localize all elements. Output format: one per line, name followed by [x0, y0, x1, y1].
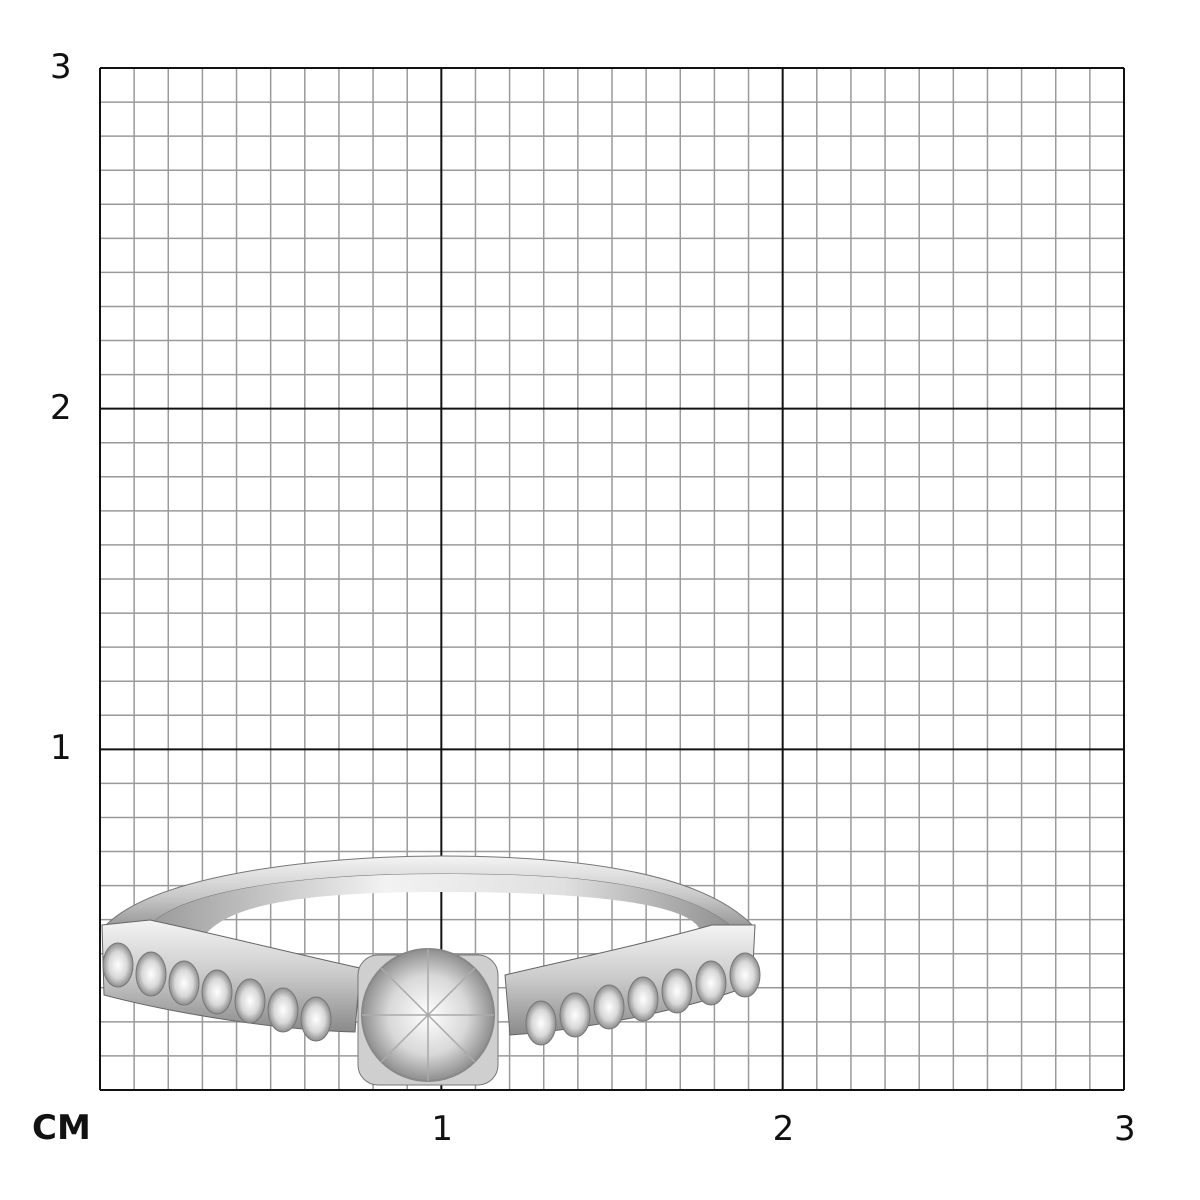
- center-stone-facets: [362, 949, 494, 1081]
- side-stone-right: [661, 968, 693, 1014]
- side-stone-left: [102, 942, 134, 988]
- side-stone-left: [135, 951, 167, 997]
- side-stone-right: [729, 952, 761, 998]
- side-stone-right: [593, 984, 625, 1030]
- y-axis-label: 1: [50, 728, 72, 769]
- side-stone-right: [559, 992, 591, 1038]
- side-stone-right: [695, 960, 727, 1006]
- side-stone-left: [300, 996, 332, 1042]
- side-stone-left: [234, 978, 266, 1024]
- side-stone-right: [525, 1000, 557, 1046]
- x-axis-label: 1: [431, 1109, 453, 1149]
- unit-label: CM: [32, 1108, 91, 1148]
- side-stone-left: [201, 969, 233, 1015]
- side-stone-left: [267, 987, 299, 1033]
- y-axis-label: 3: [50, 47, 72, 87]
- x-axis-label: 2: [772, 1109, 795, 1149]
- side-stone-right: [627, 976, 659, 1022]
- y-axis-label: 2: [50, 387, 72, 428]
- side-stone-left: [168, 960, 200, 1006]
- ring-band-inner: [150, 874, 740, 935]
- x-axis-label: 3: [1114, 1109, 1136, 1149]
